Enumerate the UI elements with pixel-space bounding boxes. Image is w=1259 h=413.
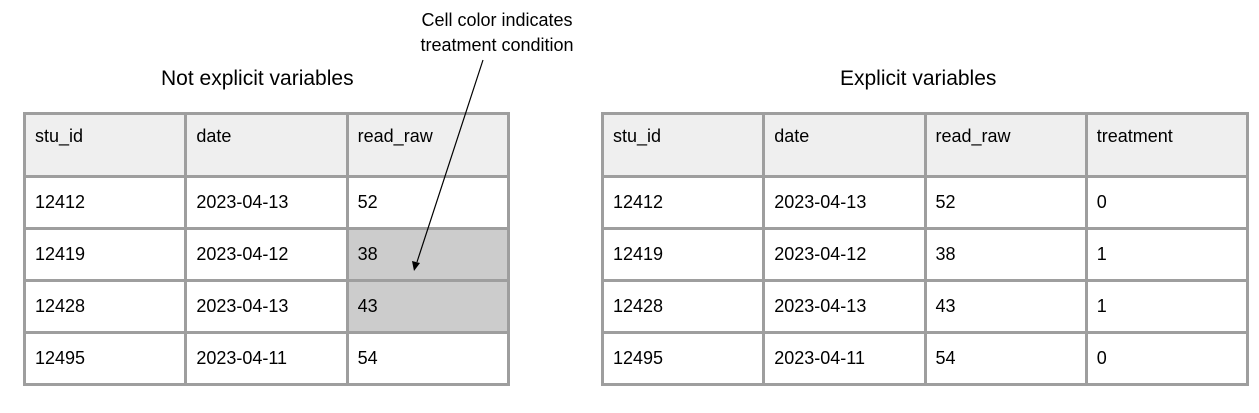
table-cell: 2023-04-11 xyxy=(762,331,927,386)
treatment-cell: 0 xyxy=(1084,331,1250,386)
table-cell: 2023-04-13 xyxy=(184,175,349,230)
table-cell: 2023-04-12 xyxy=(184,227,349,282)
table-cell: 12495 xyxy=(600,331,766,386)
table-row: 12412 2023-04-13 52 xyxy=(22,175,511,230)
table-cell: 52 xyxy=(345,175,511,230)
header-cell: date xyxy=(184,112,349,178)
table-row: 12412 2023-04-13 52 0 xyxy=(600,175,1250,230)
table-cell: 12419 xyxy=(22,227,188,282)
table-row: 12419 2023-04-12 38 xyxy=(22,227,511,282)
table-cell: 52 xyxy=(923,175,1088,230)
table-cell: 12428 xyxy=(600,279,766,334)
table-header-row: stu_id date read_raw xyxy=(22,112,511,178)
table-cell: 12428 xyxy=(22,279,188,334)
table-cell: 54 xyxy=(345,331,511,386)
table-row: 12495 2023-04-11 54 0 xyxy=(600,331,1250,386)
annotation-line-2: treatment condition xyxy=(420,35,574,55)
treatment-cell: 1 xyxy=(1084,227,1250,282)
table-header-row: stu_id date read_raw treatment xyxy=(600,112,1250,178)
annotation-line-1: Cell color indicates xyxy=(421,10,573,30)
header-cell: stu_id xyxy=(600,112,766,178)
table-cell: 12412 xyxy=(22,175,188,230)
explicit-table: stu_id date read_raw treatment 12412 202… xyxy=(600,112,1250,386)
table-row: 12419 2023-04-12 38 1 xyxy=(600,227,1250,282)
treatment-cell: 0 xyxy=(1084,175,1250,230)
table-cell: 2023-04-13 xyxy=(762,175,927,230)
table-cell: 2023-04-13 xyxy=(762,279,927,334)
header-cell: date xyxy=(762,112,927,178)
table-cell: 2023-04-12 xyxy=(762,227,927,282)
left-panel-title: Not explicit variables xyxy=(161,67,354,90)
treatment-cell: 1 xyxy=(1084,279,1250,334)
table-row: 12428 2023-04-13 43 1 xyxy=(600,279,1250,334)
shaded-treatment-cell: 43 xyxy=(345,279,511,334)
shaded-treatment-cell: 38 xyxy=(345,227,511,282)
header-cell: treatment xyxy=(1084,112,1250,178)
table-row: 12428 2023-04-13 43 xyxy=(22,279,511,334)
table-cell: 12412 xyxy=(600,175,766,230)
header-cell: stu_id xyxy=(22,112,188,178)
table-cell: 12495 xyxy=(22,331,188,386)
table-cell: 54 xyxy=(923,331,1088,386)
table-cell: 2023-04-13 xyxy=(184,279,349,334)
table-cell: 2023-04-11 xyxy=(184,331,349,386)
table-cell: 38 xyxy=(923,227,1088,282)
header-cell: read_raw xyxy=(923,112,1088,178)
table-row: 12495 2023-04-11 54 xyxy=(22,331,511,386)
not-explicit-table: stu_id date read_raw 12412 2023-04-13 52… xyxy=(22,112,511,386)
header-cell: read_raw xyxy=(345,112,511,178)
right-panel-title: Explicit variables xyxy=(840,67,997,90)
table-cell: 12419 xyxy=(600,227,766,282)
table-cell: 43 xyxy=(923,279,1088,334)
annotation-note: Cell color indicates treatment condition xyxy=(392,8,602,58)
